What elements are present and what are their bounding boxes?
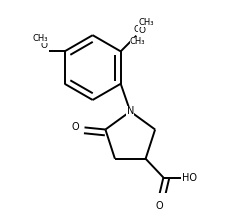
Text: CH₃: CH₃ xyxy=(32,34,48,43)
Text: CH₃: CH₃ xyxy=(138,18,154,27)
Text: CH₃: CH₃ xyxy=(130,37,145,46)
Text: O: O xyxy=(138,26,145,35)
Text: O: O xyxy=(72,122,79,133)
Text: O: O xyxy=(155,201,163,210)
Text: O: O xyxy=(134,25,141,34)
Text: N: N xyxy=(127,106,134,117)
Text: O: O xyxy=(41,41,48,50)
Text: HO: HO xyxy=(182,173,197,182)
